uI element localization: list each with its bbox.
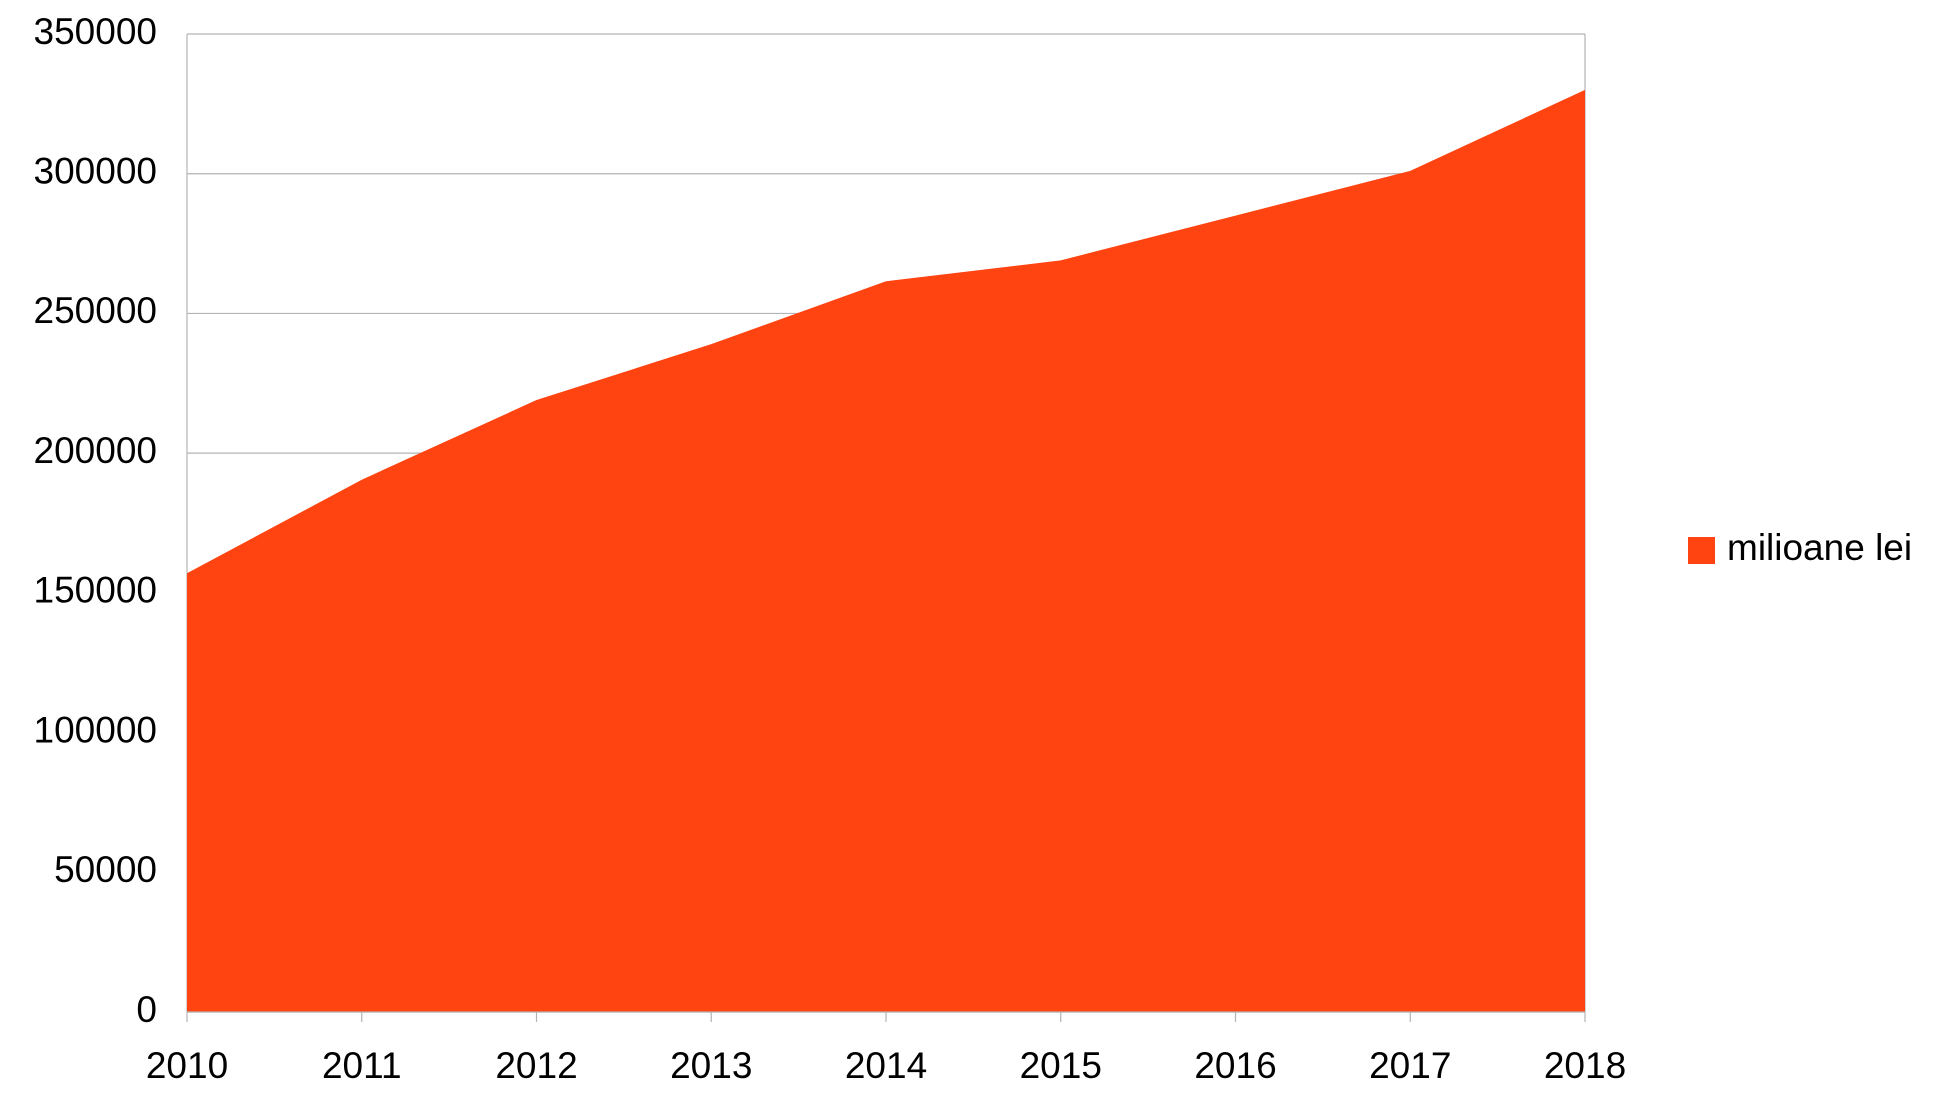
x-tick-label: 2014 [845, 1045, 927, 1086]
y-tick-label: 350000 [34, 11, 157, 52]
x-tick-label: 2011 [322, 1045, 402, 1086]
x-tick-label: 2018 [1544, 1045, 1626, 1086]
area [187, 89, 1585, 1012]
x-tick-label: 2016 [1194, 1045, 1276, 1086]
x-tick-label: 2010 [146, 1045, 228, 1086]
y-tick-label: 200000 [34, 430, 157, 471]
y-tick-label: 300000 [34, 150, 157, 191]
y-tick-label: 0 [136, 989, 157, 1030]
x-tick-label: 2015 [1020, 1045, 1102, 1086]
x-tick-label: 2017 [1369, 1045, 1451, 1086]
y-tick-label: 50000 [54, 849, 157, 890]
legend-label: milioane lei [1727, 527, 1912, 568]
y-tick-label: 250000 [34, 290, 157, 331]
y-tick-label: 150000 [34, 570, 157, 611]
x-tick-label: 2013 [670, 1045, 752, 1086]
legend-swatch [1688, 537, 1715, 564]
x-tick-label: 2012 [495, 1045, 577, 1086]
y-tick-label: 100000 [34, 709, 157, 750]
